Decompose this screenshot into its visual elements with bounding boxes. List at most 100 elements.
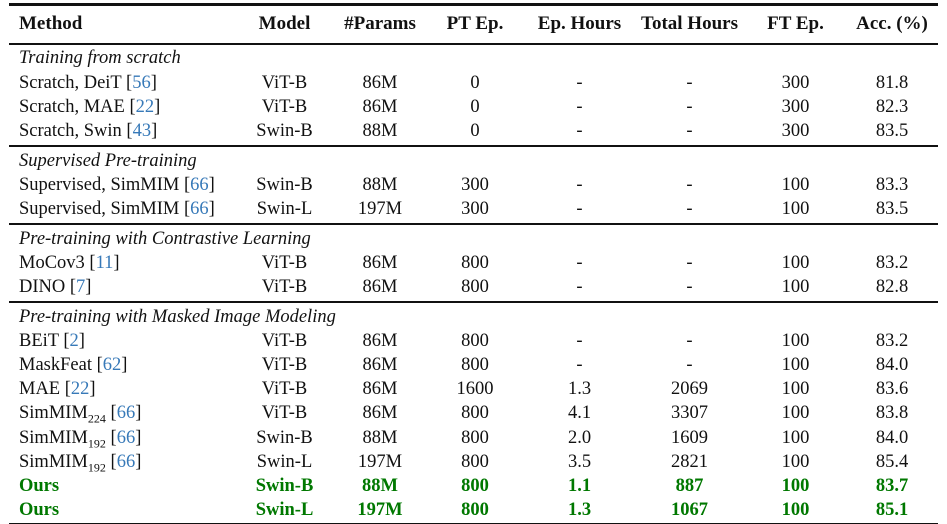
cell-total-hours: 3307 (671, 403, 708, 424)
cell-total-hours: - (686, 72, 693, 93)
table-row: MoCov3 [11] ViT-B 86M 800 - - 100 83.2 (9, 251, 938, 275)
cell-total-hours: 887 (675, 476, 704, 497)
citation-link[interactable]: 66 (116, 427, 136, 448)
cell-pt-ep: 800 (461, 427, 489, 448)
citation-link[interactable]: 56 (132, 72, 151, 93)
cell-pt-ep: 800 (461, 330, 489, 351)
method-name: Ours (19, 476, 60, 497)
citation-link[interactable]: 22 (135, 96, 155, 117)
cell-model: Swin-L (256, 198, 313, 219)
cell-params: 86M (362, 355, 398, 376)
column-header-method: Method (19, 13, 83, 34)
cell-pt-ep: 800 (461, 500, 489, 521)
cell-pt-ep: 800 (461, 451, 489, 472)
method-name: SimMIM (19, 427, 88, 448)
cell-ft-ep: 100 (781, 330, 810, 351)
cell-total-hours: - (686, 330, 693, 351)
cell-params: 86M (362, 96, 398, 117)
citation-link[interactable]: 22 (70, 379, 90, 400)
table-row: Ours Swin-B 88M 800 1.1 887 100 83.7 (9, 474, 938, 498)
cell-ep-hours: 1.1 (567, 476, 592, 497)
table-row: MaskFeat [62] ViT-B 86M 800 - - 100 84.0 (9, 353, 938, 377)
cell-method: Ours (9, 477, 234, 496)
cell-model: ViT-B (261, 96, 308, 117)
cell-method: SimMIM224 [66] (19, 403, 142, 427)
cell-ep-hours: - (576, 277, 583, 298)
cell-params: 197M (357, 451, 403, 472)
cell-model: ViT-B (261, 72, 308, 93)
cell-pt-ep: 800 (461, 355, 489, 376)
cell-model: Swin-B (256, 174, 313, 195)
table-row: Scratch, DeiT [56] ViT-B 86M 0 - - 300 81.8 (9, 71, 938, 95)
citation-link[interactable]: 66 (116, 403, 136, 424)
cell-ep-hours: 3.5 (567, 451, 592, 472)
cell-ep-hours: - (576, 72, 583, 93)
column-header-accuracy: Acc. (%) (856, 13, 928, 34)
cell-model: ViT-B (261, 403, 308, 424)
cell-acc: 83.3 (875, 174, 909, 195)
cell-model: ViT-B (261, 277, 308, 298)
cell-params: 86M (362, 277, 398, 298)
cell-acc: 84.0 (875, 355, 909, 376)
cell-acc: 83.5 (875, 120, 909, 141)
citation-link[interactable]: 66 (190, 174, 209, 195)
cell-ep-hours: - (576, 174, 583, 195)
table-row: Scratch, MAE [22] ViT-B 86M 0 - - 300 82.3 (9, 95, 938, 119)
citation-link[interactable]: 2 (69, 330, 79, 351)
cell-model: Swin-L (255, 500, 314, 521)
section-rule (9, 223, 938, 225)
method-name: MoCov3 (19, 252, 85, 273)
cell-acc: 82.3 (875, 96, 909, 117)
cell-method: Scratch, DeiT [56] (19, 72, 157, 93)
method-subscript: 224 (87, 412, 106, 427)
method-name: Ours (19, 500, 60, 521)
table-row: BEiT [2] ViT-B 86M 800 - - 100 83.2 (9, 329, 938, 353)
method-name: DINO (19, 277, 66, 298)
section-title: Pre-training with Contrastive Learning (19, 228, 311, 249)
cell-ft-ep: 300 (781, 120, 810, 141)
cell-model: Swin-B (256, 427, 313, 448)
cell-ft-ep: 300 (781, 96, 810, 117)
cell-total-hours: 2821 (671, 451, 708, 472)
cell-ep-hours: - (576, 252, 583, 273)
cell-acc: 83.2 (875, 330, 909, 351)
cell-ft-ep: 100 (781, 379, 810, 400)
section-row: Pre-training with Masked Image Modeling (9, 305, 938, 329)
cell-pt-ep: 1600 (456, 379, 494, 400)
method-name: Scratch, MAE (19, 96, 125, 117)
citation-link[interactable]: 62 (102, 355, 122, 376)
cell-ep-hours: 4.1 (567, 403, 592, 424)
cell-method: Scratch, MAE [22] (19, 96, 161, 117)
citation-link[interactable]: 66 (190, 198, 209, 219)
cell-method: MoCov3 [11] (19, 252, 120, 273)
table-row: Supervised, SimMIM [66] Swin-L 197M 300 - - 10… (9, 197, 938, 221)
section-rule (9, 301, 938, 303)
cell-params: 88M (362, 476, 398, 497)
citation-link[interactable]: 66 (116, 451, 136, 472)
cell-pt-ep: 800 (461, 277, 489, 298)
cell-pt-ep: 800 (461, 476, 489, 497)
method-name: Scratch, DeiT (19, 72, 122, 93)
cell-total-hours: - (686, 120, 693, 141)
cell-ft-ep: 100 (781, 355, 810, 376)
citation-link[interactable]: 43 (132, 120, 152, 141)
method-subscript: 192 (87, 436, 106, 451)
cell-method: Ours (9, 501, 234, 520)
table-row: MAE [22] ViT-B 86M 1600 1.3 2069 100 83.6 (9, 377, 938, 401)
cell-total-hours: 2069 (671, 379, 708, 400)
cell-pt-ep: 300 (461, 174, 489, 195)
cell-model: Swin-B (256, 120, 313, 141)
cell-ft-ep: 100 (781, 427, 810, 448)
cell-total-hours: - (686, 277, 693, 298)
cell-ep-hours: - (576, 96, 583, 117)
cell-total-hours: - (686, 252, 693, 273)
cell-method: DINO [7] (19, 277, 92, 298)
table-body: Training from scratch Scratch, DeiT [56] V… (9, 47, 938, 523)
citation-link[interactable]: 11 (95, 252, 114, 273)
cell-params: 86M (362, 252, 398, 273)
cell-model: Swin-L (256, 451, 313, 472)
table-row: Ours Swin-L 197M 800 1.3 1067 100 85.1 (9, 498, 938, 522)
cell-params: 197M (357, 500, 403, 521)
section-row: Training from scratch (9, 47, 938, 71)
citation-link[interactable]: 7 (76, 277, 86, 298)
